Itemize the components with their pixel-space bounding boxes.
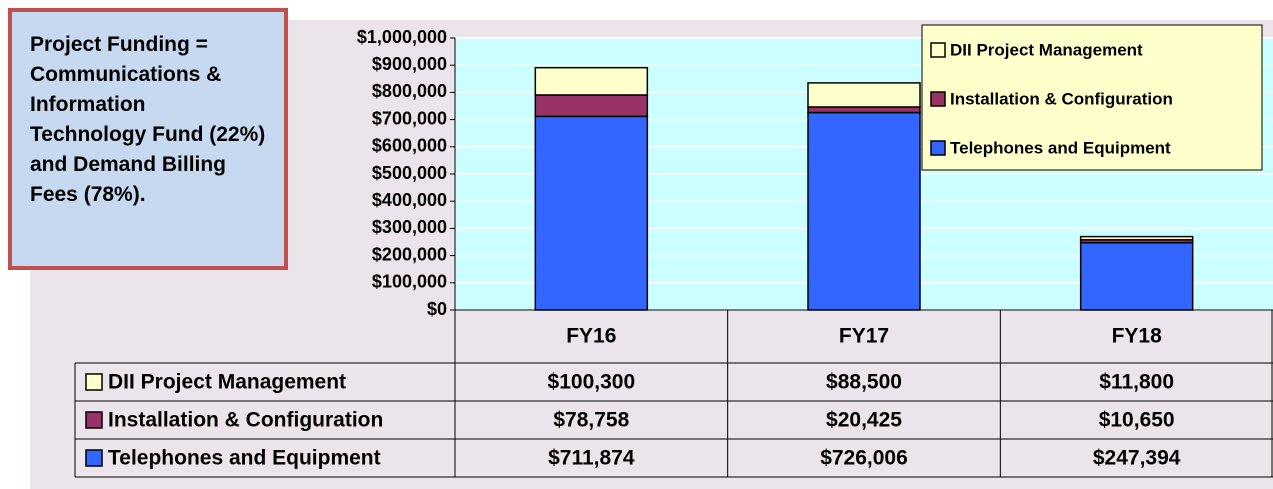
- legend-label: DII Project Management: [950, 40, 1143, 59]
- table-swatch: [85, 449, 103, 467]
- table-row-label: DII Project Management: [108, 371, 346, 394]
- table-value: $247,394: [1093, 447, 1181, 470]
- legend-swatch: [930, 91, 946, 107]
- table-value: $10,650: [1099, 409, 1175, 432]
- bar-segment: [534, 94, 649, 118]
- bar-segment: [1079, 235, 1194, 241]
- x-tick-label: FY17: [839, 325, 889, 348]
- y-tick-label: $500,000: [372, 163, 447, 183]
- y-tick-label: $200,000: [372, 244, 447, 264]
- y-tick-label: $0: [427, 299, 447, 319]
- y-tick-label: $600,000: [372, 136, 447, 156]
- table-value: $78,758: [553, 409, 629, 432]
- table-value: $88,500: [826, 371, 902, 394]
- table-value: $726,006: [820, 447, 908, 470]
- y-tick-label: $700,000: [372, 108, 447, 128]
- table-value: $711,874: [548, 447, 635, 470]
- bar-segment: [1079, 241, 1194, 311]
- legend-box: [921, 24, 1263, 171]
- y-tick-label: $300,000: [372, 217, 447, 237]
- y-tick-label: $900,000: [372, 54, 447, 74]
- table-swatch: [85, 373, 103, 391]
- legend-label: Installation & Configuration: [950, 89, 1173, 108]
- table-value: $100,300: [548, 371, 636, 394]
- annotation: Project Funding = Communications & Infor…: [8, 8, 288, 270]
- table-row-label: Telephones and Equipment: [108, 447, 381, 470]
- bar-segment: [534, 115, 649, 311]
- table-row-label: Installation & Configuration: [108, 409, 383, 432]
- legend-label: Telephones and Equipment: [950, 138, 1171, 157]
- table-swatch: [85, 411, 103, 429]
- bar-segment: [534, 66, 649, 96]
- y-tick-label: $100,000: [372, 272, 447, 292]
- y-tick-label: $800,000: [372, 81, 447, 101]
- bar-segment: [807, 106, 921, 114]
- legend-swatch: [930, 42, 946, 58]
- y-tick-label: $1,000,000: [357, 27, 447, 47]
- legend-swatch: [930, 140, 946, 156]
- table-value: $11,800: [1099, 371, 1174, 394]
- table-value: $20,425: [826, 409, 902, 432]
- bar-segment: [807, 111, 921, 311]
- bar-segment: [807, 82, 921, 108]
- x-tick-label: FY16: [566, 325, 616, 348]
- y-tick-label: $400,000: [372, 190, 447, 210]
- x-tick-label: FY18: [1112, 325, 1163, 348]
